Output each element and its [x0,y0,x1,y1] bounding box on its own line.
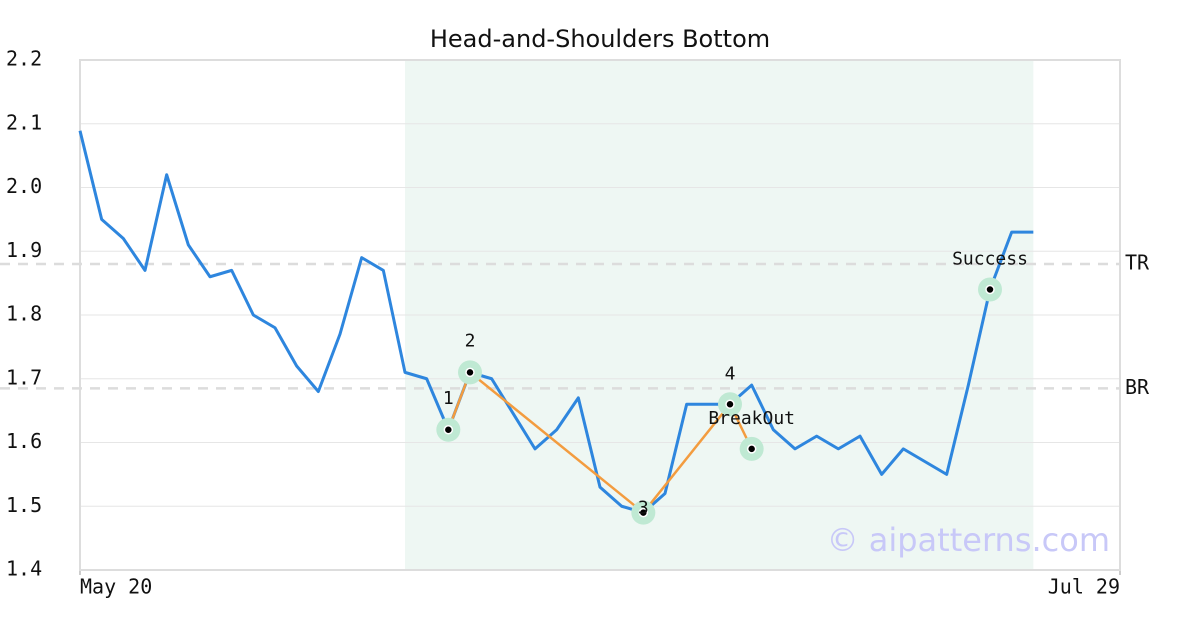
x-tick-label: Jul 29 [1048,575,1120,599]
point-marker [638,507,649,518]
point-label: BreakOut [708,408,795,429]
level-label: TR [1125,251,1150,275]
x-tick-label: May 20 [80,575,152,599]
point-label: 3 [638,498,649,519]
y-tick-label: 1.8 [6,302,42,326]
watermark: © aipatterns.com [827,521,1110,559]
point-marker [746,444,757,454]
point-label: Success [952,249,1028,270]
point-marker [465,367,475,378]
level-label: BR [1125,375,1150,399]
y-tick-label: 2.0 [6,174,42,198]
y-tick-label: 1.4 [6,557,42,581]
y-tick-label: 2.2 [6,47,42,71]
y-tick-label: 1.7 [6,365,42,389]
price-line [78,130,1034,515]
point-marker [985,284,995,295]
point-marker [443,425,454,435]
y-tick-label: 1.6 [6,429,42,453]
chart-title: Head-and-Shoulders Bottom [430,25,770,53]
point-label: 1 [443,388,454,409]
y-tick-label: 2.1 [6,110,42,134]
point-label: 4 [725,363,736,384]
plot-frame [79,59,1121,571]
y-tick-label: 1.5 [6,493,42,517]
y-tick-label: 1.9 [6,238,42,262]
point-marker [725,399,735,409]
point-label: 2 [465,330,476,351]
